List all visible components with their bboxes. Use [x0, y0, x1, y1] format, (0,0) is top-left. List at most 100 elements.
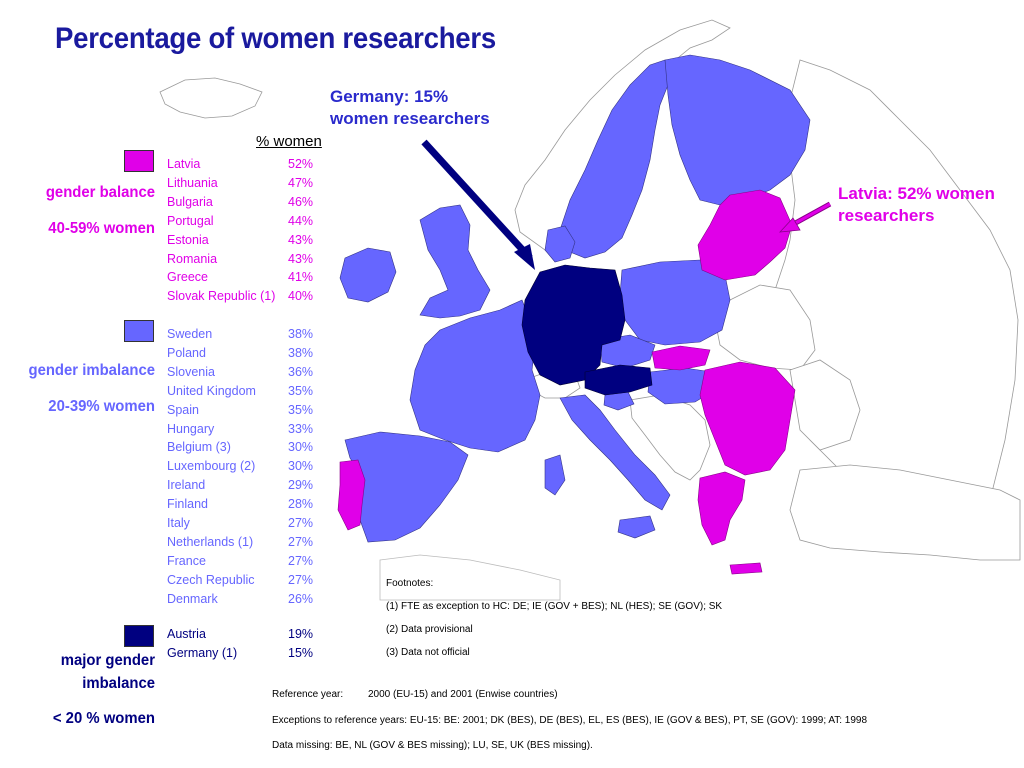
country-value: 28% [288, 497, 314, 512]
map-france [409, 299, 541, 453]
map-finland [664, 54, 811, 206]
reference-year-value: 2000 (EU-15) and 2001 (Enwise countries) [368, 689, 558, 700]
legend-swatch-balance [124, 150, 154, 172]
map-iceland [159, 77, 263, 119]
map-denmark [544, 225, 576, 263]
country-name: Italy [167, 516, 190, 530]
page-title: Percentage of women researchers [55, 22, 496, 55]
reference-year-label: Reference year: [272, 689, 344, 700]
legend-swatch-imbalance [124, 320, 154, 342]
legend-label-major-line2: imbalance [82, 675, 155, 692]
map-imbalance-countries [339, 54, 811, 543]
country-name: Germany (1) [167, 645, 238, 660]
country-value: 26% [288, 591, 314, 606]
map-east [774, 59, 1019, 521]
country-value: 38% [288, 345, 314, 360]
map-czech [599, 334, 656, 369]
country-name: Estonia [167, 232, 209, 247]
country-value: 33% [288, 421, 314, 436]
map-balance-countries [337, 189, 796, 575]
country-name: France [167, 553, 206, 568]
legend-label-major-line1: major gender [60, 652, 156, 669]
country-value: 36% [288, 364, 314, 379]
footnote-2: (2) Data provisional [386, 624, 473, 635]
latvia-callout-line1: Latvia: 52% women [838, 184, 995, 203]
country-value: 43% [288, 251, 314, 266]
country-name: Denmark [167, 591, 218, 606]
map-portugal [337, 459, 366, 531]
country-name: Ireland [167, 478, 206, 493]
map-austria [584, 364, 653, 396]
country-name: Lithuania [167, 175, 218, 190]
map-baltics [697, 189, 793, 281]
country-name: United Kingdom [167, 383, 256, 398]
country-name: Greece [167, 270, 208, 285]
germany-callout-line2: women researchers [330, 109, 490, 128]
germany-callout: Germany: 15% women researchers [330, 86, 490, 130]
legend-label-imbalance: gender imbalance 20-39% women [16, 361, 155, 416]
footnote-3: (3) Data not official [386, 647, 470, 658]
country-value: 30% [288, 440, 314, 455]
map-balkans [629, 394, 711, 481]
map-major-countries [521, 264, 653, 396]
country-value: 35% [288, 383, 314, 398]
map-turkey [789, 464, 1021, 561]
country-name: Hungary [167, 421, 215, 436]
legend-label-major: major gender imbalance < 20 % women [16, 651, 156, 728]
country-value: 43% [288, 232, 314, 247]
country-value: 27% [288, 534, 314, 549]
country-name: Austria [167, 627, 206, 641]
legend-label-major-line3: < 20 % women [52, 710, 155, 727]
map-greece [697, 471, 746, 546]
country-value: 30% [288, 459, 314, 474]
country-value: 27% [288, 572, 314, 587]
country-value: 15% [288, 645, 314, 660]
reference-missing: Data missing: BE, NL (GOV & BES missing)… [272, 740, 593, 751]
country-value: 27% [288, 553, 314, 568]
country-value: 47% [288, 175, 314, 190]
map-sardinia [544, 454, 566, 496]
country-name: Romania [167, 251, 218, 266]
country-value: 44% [288, 213, 314, 228]
map-slovakia [651, 345, 711, 371]
table-header: % women [256, 133, 322, 150]
latvia-callout-line2: researchers [838, 206, 935, 225]
country-name: Spain [167, 402, 199, 417]
country-value: 38% [288, 327, 314, 341]
legend-label-balance: gender balance 40-59% women [16, 183, 155, 238]
country-name: Finland [167, 497, 208, 512]
map-sicily [617, 515, 656, 539]
country-value: 52% [288, 157, 314, 171]
footnotes-heading: Footnotes: [386, 578, 434, 589]
country-name: Slovak Republic (1) [167, 289, 276, 304]
country-value: 19% [288, 627, 314, 641]
legend-label-balance-line1: gender balance [45, 184, 155, 201]
country-name: Belgium (3) [167, 440, 231, 455]
map-germany [521, 264, 626, 386]
legend-label-imbalance-line1: gender imbalance [28, 362, 155, 379]
map-italy [559, 394, 671, 511]
legend-label-balance-line2: 40-59% women [48, 220, 155, 237]
country-name: Portugal [167, 213, 214, 228]
country-value: 29% [288, 478, 314, 493]
country-value: 41% [288, 270, 314, 285]
country-value: 27% [288, 516, 314, 530]
map-ireland [339, 247, 397, 303]
country-name: Luxembourg (2) [167, 459, 256, 474]
country-name: Sweden [167, 327, 213, 341]
country-name: Czech Republic [167, 572, 255, 587]
germany-callout-line1: Germany: 15% [330, 87, 449, 106]
legend-swatch-major [124, 625, 154, 647]
map-other-countries [159, 19, 1021, 601]
country-name: Netherlands (1) [167, 534, 254, 549]
country-name: Poland [167, 345, 206, 360]
germany-arrow [421, 139, 535, 270]
map-romania-bulgaria [699, 361, 796, 476]
country-value: 35% [288, 402, 314, 417]
reference-exceptions: Exceptions to reference years: EU-15: BE… [272, 715, 868, 726]
legend-label-imbalance-line2: 20-39% women [48, 398, 155, 415]
latvia-arrow [778, 201, 832, 233]
country-value: 46% [288, 194, 314, 209]
map-uk [419, 204, 491, 319]
